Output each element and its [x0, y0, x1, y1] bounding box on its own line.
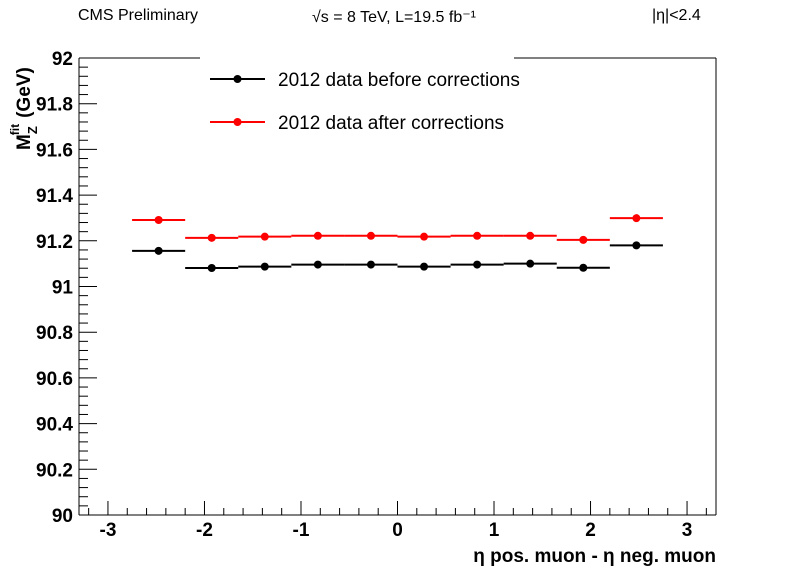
legend: 2012 data before corrections 2012 data af…	[210, 70, 520, 134]
legend-marker	[233, 118, 242, 126]
legend-label: 2012 data after corrections	[278, 113, 504, 134]
header-label-left: CMS Preliminary	[78, 7, 199, 24]
data-point	[366, 260, 375, 269]
axes: 90 90.2 90.4 90.6 90.8 91 91.2 91.4 91.6 91.8 92 -3…	[36, 49, 717, 541]
y-tick-label: 91	[52, 278, 74, 299]
y-axis-title-sub: Z	[25, 126, 40, 134]
data-point	[579, 235, 588, 244]
x-tick-label: -2	[196, 520, 213, 541]
data-point	[260, 232, 269, 241]
data-point	[366, 231, 375, 240]
data-point	[420, 262, 429, 271]
data-point	[632, 241, 641, 250]
y-tick-label: 90.6	[36, 369, 73, 390]
data-point	[632, 214, 641, 223]
y-axis-title-unit: (GeV)	[14, 67, 35, 118]
header-label-eta-range: |η|<2.4	[652, 7, 701, 24]
y-tick-label: 91.2	[36, 232, 73, 253]
data-point	[207, 263, 216, 272]
x-tick-label: 2	[585, 520, 596, 541]
y-tick-label: 90.2	[36, 460, 73, 481]
y-axis-title-main: M	[14, 134, 35, 150]
y-tick-label: 90.4	[36, 415, 73, 436]
data-point	[260, 262, 269, 271]
series-1	[132, 214, 663, 244]
y-tick-label: 90	[52, 506, 73, 527]
x-tick-label: -3	[100, 520, 117, 541]
y-tick-label: 91.8	[36, 95, 73, 116]
y-tick-label: 91.6	[36, 140, 73, 161]
data-point	[579, 263, 588, 272]
svg-text:MZfit(GeV): MZfit (GeV)	[8, 67, 40, 150]
data-point	[154, 246, 163, 255]
data-point	[526, 231, 535, 240]
data-point	[473, 231, 482, 240]
y-axis-title-sup: fit	[8, 124, 22, 135]
y-tick-label: 92	[52, 49, 73, 70]
legend-marker	[233, 75, 242, 83]
data-point	[313, 231, 322, 240]
x-tick-label: 1	[489, 520, 500, 541]
series-0	[132, 241, 663, 272]
y-tick-label: 91.4	[36, 186, 73, 207]
header-label-energy-lumi: √s = 8 TeV, L=19.5 fb⁻¹	[312, 9, 477, 26]
y-axis-title: MZfit (GeV)	[8, 67, 40, 150]
data-point	[207, 233, 216, 242]
x-tick-label: 0	[392, 520, 403, 541]
series-layer	[132, 214, 663, 272]
x-tick-label: 3	[682, 520, 693, 541]
x-axis-title: η pos. muon - η neg. muon	[473, 546, 716, 567]
data-point	[154, 216, 163, 225]
data-point	[526, 259, 535, 268]
data-point	[420, 232, 429, 241]
x-tick-label: -1	[293, 520, 310, 541]
data-point	[473, 260, 482, 269]
legend-label: 2012 data before corrections	[278, 70, 520, 91]
y-tick-label: 90.8	[36, 323, 73, 344]
data-point	[313, 260, 322, 269]
